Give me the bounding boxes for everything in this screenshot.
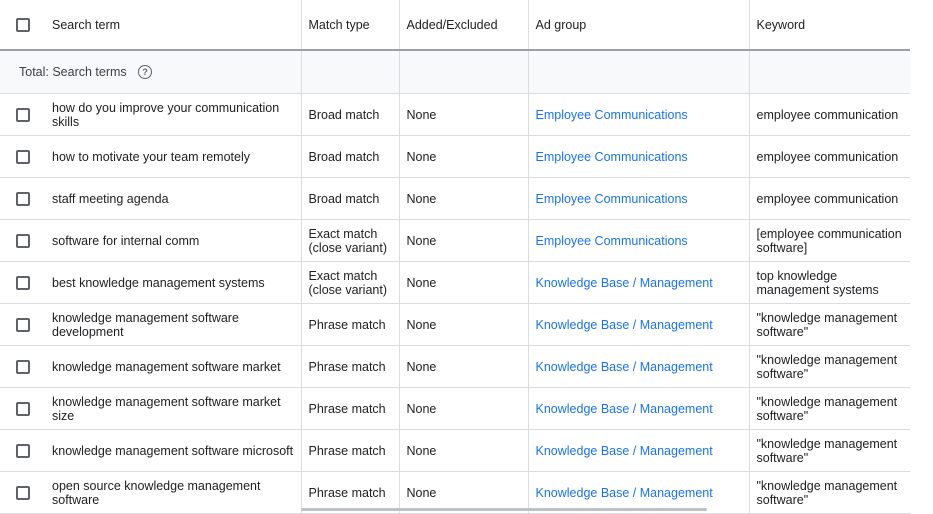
search-term-cell: knowledge management software market xyxy=(45,345,301,388)
added-excluded-cell: None xyxy=(398,429,528,472)
total-cell xyxy=(398,50,528,94)
search-term-cell: staff meeting agenda xyxy=(45,177,301,220)
added-excluded-cell: None xyxy=(398,93,528,136)
table-row: knowledge management software developmen… xyxy=(0,303,910,346)
table-row: staff meeting agenda Broad match None Em… xyxy=(0,177,910,220)
match-type-cell: Phrase match xyxy=(300,345,399,388)
search-term-cell: software for internal comm xyxy=(45,219,301,262)
table-row: knowledge management software market siz… xyxy=(0,387,910,430)
ad-group-link[interactable]: Employee Communications xyxy=(535,149,688,164)
match-type-cell: Phrase match xyxy=(300,303,399,346)
table-header-row: Search term Match type Added/Excluded Ad… xyxy=(0,0,910,51)
keyword-cell: "knowledge management software" xyxy=(748,471,910,514)
added-excluded-cell: None xyxy=(398,471,528,514)
ad-group-link[interactable]: Knowledge Base / Management xyxy=(535,317,713,332)
column-header-added-excluded[interactable]: Added/Excluded xyxy=(398,0,528,51)
search-term-cell: knowledge management software microsoft xyxy=(45,429,301,472)
ad-group-link[interactable]: Knowledge Base / Management xyxy=(535,359,713,374)
horizontal-scrollbar[interactable] xyxy=(301,508,707,511)
column-header-match-type[interactable]: Match type xyxy=(300,0,399,51)
help-circle-icon[interactable]: ? xyxy=(138,65,153,80)
total-cell xyxy=(748,50,910,94)
added-excluded-cell: None xyxy=(398,261,528,304)
column-header-search-term[interactable]: Search term xyxy=(45,0,301,51)
row-checkbox[interactable] xyxy=(16,275,30,290)
total-cell xyxy=(527,50,749,94)
table-row: how to motivate your team remotely Broad… xyxy=(0,135,910,178)
added-excluded-cell: None xyxy=(398,219,528,262)
keyword-cell: "knowledge management software" xyxy=(748,387,910,430)
search-terms-table: Search term Match type Added/Excluded Ad… xyxy=(0,0,910,514)
keyword-cell: "knowledge management software" xyxy=(748,345,910,388)
row-checkbox[interactable] xyxy=(16,149,30,164)
table-row: software for internal comm Exact match (… xyxy=(0,219,910,262)
table-row: open source knowledge management softwar… xyxy=(0,471,910,514)
total-label: Total: Search terms xyxy=(19,64,127,79)
select-all-checkbox[interactable] xyxy=(16,17,30,32)
table-row: how do you improve your communication sk… xyxy=(0,93,910,136)
match-type-cell: Exact match (close variant) xyxy=(300,219,399,262)
ad-group-link[interactable]: Knowledge Base / Management xyxy=(535,485,713,500)
added-excluded-cell: None xyxy=(398,135,528,178)
match-type-cell: Phrase match xyxy=(300,471,399,514)
row-checkbox[interactable] xyxy=(16,443,30,458)
search-term-cell: open source knowledge management softwar… xyxy=(45,471,301,514)
total-label-cell: Total: Search terms ? xyxy=(0,50,301,94)
search-term-cell: knowledge management software market siz… xyxy=(45,387,301,430)
added-excluded-cell: None xyxy=(398,303,528,346)
row-checkbox[interactable] xyxy=(16,359,30,374)
table-row: knowledge management software market Phr… xyxy=(0,345,910,388)
select-all-cell xyxy=(0,0,45,51)
row-checkbox[interactable] xyxy=(16,191,30,206)
row-checkbox[interactable] xyxy=(16,401,30,416)
match-type-cell: Broad match xyxy=(300,135,399,178)
match-type-cell: Broad match xyxy=(300,177,399,220)
added-excluded-cell: None xyxy=(398,177,528,220)
search-term-cell: best knowledge management systems xyxy=(45,261,301,304)
keyword-cell: [employee communication software] xyxy=(748,219,910,262)
row-checkbox[interactable] xyxy=(16,317,30,332)
match-type-cell: Phrase match xyxy=(300,387,399,430)
row-checkbox[interactable] xyxy=(16,485,30,500)
keyword-cell: employee communication xyxy=(748,177,910,220)
ad-group-link[interactable]: Employee Communications xyxy=(535,107,688,122)
ad-group-link[interactable]: Knowledge Base / Management xyxy=(535,443,713,458)
ad-group-link[interactable]: Knowledge Base / Management xyxy=(535,401,713,416)
match-type-cell: Exact match (close variant) xyxy=(300,261,399,304)
column-header-keyword[interactable]: Keyword xyxy=(748,0,910,51)
search-term-cell: how do you improve your communication sk… xyxy=(45,93,301,136)
search-term-cell: how to motivate your team remotely xyxy=(45,135,301,178)
row-checkbox[interactable] xyxy=(16,107,30,122)
total-row: Total: Search terms ? xyxy=(0,50,910,94)
match-type-cell: Phrase match xyxy=(300,429,399,472)
table-row: best knowledge management systems Exact … xyxy=(0,261,910,304)
keyword-cell: "knowledge management software" xyxy=(748,303,910,346)
added-excluded-cell: None xyxy=(398,387,528,430)
added-excluded-cell: None xyxy=(398,345,528,388)
keyword-cell: "knowledge management software" xyxy=(748,429,910,472)
table-row: knowledge management software microsoft … xyxy=(0,429,910,472)
keyword-cell: employee communication xyxy=(748,93,910,136)
column-header-ad-group[interactable]: Ad group xyxy=(527,0,749,51)
match-type-cell: Broad match xyxy=(300,93,399,136)
keyword-cell: top knowledge management systems xyxy=(748,261,910,304)
keyword-cell: employee communication xyxy=(748,135,910,178)
ad-group-link[interactable]: Knowledge Base / Management xyxy=(535,275,713,290)
ad-group-link[interactable]: Employee Communications xyxy=(535,233,688,248)
ad-group-link[interactable]: Employee Communications xyxy=(535,191,688,206)
total-cell xyxy=(300,50,399,94)
row-checkbox[interactable] xyxy=(16,233,30,248)
search-term-cell: knowledge management software developmen… xyxy=(45,303,301,346)
